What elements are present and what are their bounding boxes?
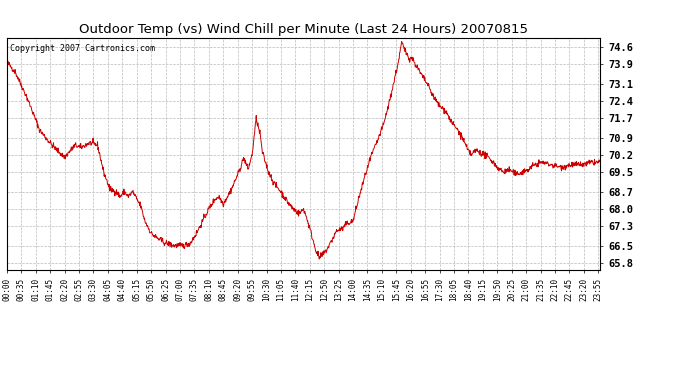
Text: Copyright 2007 Cartronics.com: Copyright 2007 Cartronics.com xyxy=(10,45,155,54)
Title: Outdoor Temp (vs) Wind Chill per Minute (Last 24 Hours) 20070815: Outdoor Temp (vs) Wind Chill per Minute … xyxy=(79,23,528,36)
